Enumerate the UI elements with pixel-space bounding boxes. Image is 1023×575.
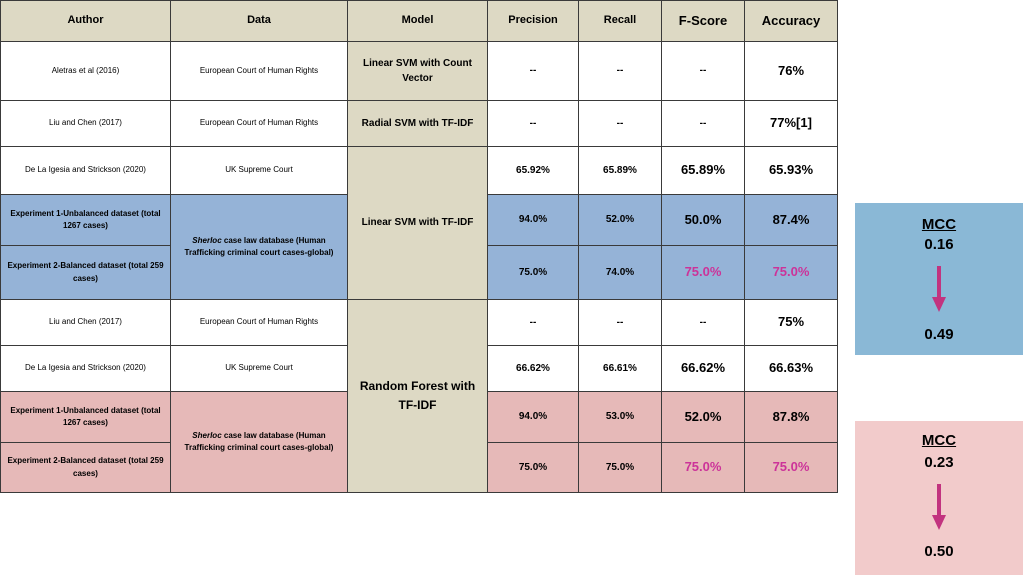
header-row: Author Data Model Precision Recall F-Sco… (0, 0, 838, 42)
mcc-to-value: 0.49 (924, 326, 954, 343)
precision-cell: -- (487, 41, 579, 101)
precision-cell: -- (487, 299, 579, 346)
author-cell: Liu and Chen (2017) (0, 100, 171, 147)
model-cell: Linear SVM with Count Vector (347, 41, 488, 101)
fscore-cell: -- (661, 41, 745, 101)
author-cell: Experiment 1-Unbalanced dataset (total 1… (0, 194, 171, 246)
model-cell: Radial SVM with TF-IDF (347, 100, 488, 147)
author-cell: Liu and Chen (2017) (0, 299, 171, 346)
table-row: De La Igesia and Strickson (2020) UK Sup… (0, 146, 838, 300)
recall-cell: 75.0% (578, 442, 662, 493)
data-cell-sherloc: Sherloc case law database (Human Traffic… (170, 391, 348, 493)
author-cell: Aletras et al (2016) (0, 41, 171, 101)
accuracy-cell: 87.4% (744, 194, 838, 246)
sherloc-name: Sherloc (192, 235, 222, 245)
accuracy-cell: 77%[1] (744, 100, 838, 147)
header-fscore: F-Score (661, 0, 745, 42)
recall-cell: -- (578, 100, 662, 147)
fscore-cell: 75.0% (661, 442, 745, 493)
model-cell-random-forest: Random Forest with TF-IDF (347, 299, 488, 493)
precision-cell: 94.0% (487, 194, 579, 246)
accuracy-cell: 66.63% (744, 345, 838, 392)
precision-cell: -- (487, 100, 579, 147)
table-row: Aletras et al (2016) European Court of H… (0, 41, 838, 101)
data-cell: UK Supreme Court (170, 345, 348, 392)
header-precision: Precision (487, 0, 579, 42)
data-cell-sherloc: Sherloc case law database (Human Traffic… (170, 194, 348, 300)
header-data: Data (170, 0, 348, 42)
fscore-cell: 65.89% (661, 146, 745, 195)
accuracy-cell: 87.8% (744, 391, 838, 443)
header-model: Model (347, 0, 488, 42)
data-cell: European Court of Human Rights (170, 100, 348, 147)
data-cell: European Court of Human Rights (170, 299, 348, 346)
header-author: Author (0, 0, 171, 42)
mcc-from-value: 0.23 (924, 454, 954, 471)
recall-cell: 66.61% (578, 345, 662, 392)
fscore-cell: 66.62% (661, 345, 745, 392)
table-row: Liu and Chen (2017) European Court of Hu… (0, 100, 838, 147)
precision-cell: 65.92% (487, 146, 579, 195)
author-cell: Experiment 2-Balanced dataset (total 259… (0, 245, 171, 300)
sherloc-description: case law database (Human Trafficking cri… (184, 235, 334, 257)
model-cell-linear-svm: Linear SVM with TF-IDF (347, 146, 488, 300)
fscore-cell: -- (661, 299, 745, 346)
recall-cell: 52.0% (578, 194, 662, 246)
precision-cell: 66.62% (487, 345, 579, 392)
accuracy-cell: 65.93% (744, 146, 838, 195)
author-cell: De La Igesia and Strickson (2020) (0, 345, 171, 392)
sherloc-description: case law database (Human Trafficking cri… (184, 430, 334, 452)
precision-cell: 94.0% (487, 391, 579, 443)
accuracy-cell: 75.0% (744, 245, 838, 300)
header-accuracy: Accuracy (744, 0, 838, 42)
accuracy-cell: 75.0% (744, 442, 838, 493)
data-cell: UK Supreme Court (170, 146, 348, 195)
results-table: Author Data Model Precision Recall F-Sco… (0, 0, 838, 493)
mcc-box-linear-svm: MCC 0.16 0.49 (855, 203, 1023, 355)
mcc-to-value: 0.50 (924, 543, 954, 560)
header-recall: Recall (578, 0, 662, 42)
author-cell: De La Igesia and Strickson (2020) (0, 146, 171, 195)
sherloc-name: Sherloc (192, 430, 222, 440)
mcc-label: MCC (921, 216, 957, 233)
recall-cell: -- (578, 299, 662, 346)
recall-cell: 53.0% (578, 391, 662, 443)
fscore-cell: 50.0% (661, 194, 745, 246)
mcc-from-value: 0.16 (924, 236, 954, 253)
fscore-cell: 75.0% (661, 245, 745, 300)
author-cell: Experiment 1-Unbalanced dataset (total 1… (0, 391, 171, 443)
arrow-down-icon (932, 484, 946, 530)
mcc-label: MCC (921, 432, 957, 449)
mcc-box-random-forest: MCC 0.23 0.50 (855, 421, 1023, 575)
table-row: Liu and Chen (2017) European Court of Hu… (0, 299, 838, 493)
precision-cell: 75.0% (487, 245, 579, 300)
author-cell: Experiment 2-Balanced dataset (total 259… (0, 442, 171, 493)
recall-cell: 74.0% (578, 245, 662, 300)
data-cell: European Court of Human Rights (170, 41, 348, 101)
accuracy-cell: 76% (744, 41, 838, 101)
recall-cell: -- (578, 41, 662, 101)
arrow-down-icon (932, 266, 946, 312)
fscore-cell: 52.0% (661, 391, 745, 443)
accuracy-cell: 75% (744, 299, 838, 346)
fscore-cell: -- (661, 100, 745, 147)
recall-cell: 65.89% (578, 146, 662, 195)
precision-cell: 75.0% (487, 442, 579, 493)
